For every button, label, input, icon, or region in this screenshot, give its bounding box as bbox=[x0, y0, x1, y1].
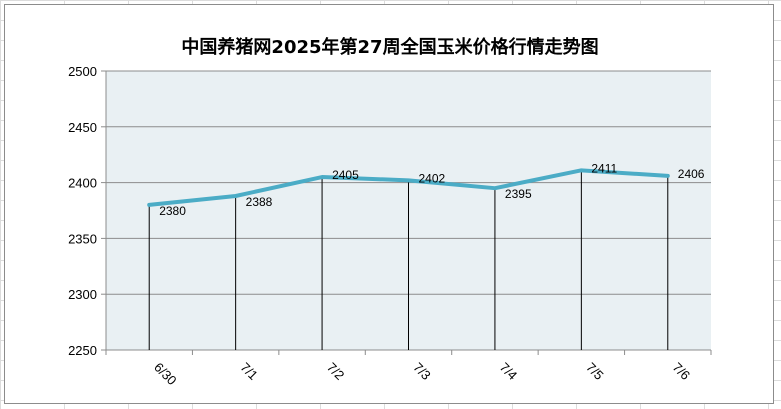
chart-title: 中国养猪网2025年第27周全国玉米价格行情走势图 bbox=[181, 37, 599, 58]
series-line bbox=[147, 168, 670, 207]
x-tick-label: 6/30 bbox=[151, 360, 180, 389]
x-tick-label: 7/4 bbox=[497, 360, 520, 383]
data-label: 2406 bbox=[678, 167, 705, 181]
data-label: 2411 bbox=[591, 161, 617, 175]
y-tick-label: 2400 bbox=[68, 176, 97, 191]
y-tick-label: 2350 bbox=[68, 231, 97, 246]
x-tick-label: 7/2 bbox=[324, 360, 347, 383]
y-tick-label: 2250 bbox=[68, 343, 97, 358]
x-tick-label: 7/3 bbox=[410, 360, 433, 383]
x-tick-label: 7/6 bbox=[670, 360, 693, 383]
data-label: 2402 bbox=[419, 171, 446, 185]
data-label: 2380 bbox=[159, 204, 186, 218]
x-tick-label: 7/1 bbox=[238, 360, 261, 383]
y-tick-label: 2300 bbox=[68, 287, 97, 302]
data-label: 2405 bbox=[332, 168, 359, 182]
data-label: 2395 bbox=[505, 187, 532, 201]
y-tick-label: 2500 bbox=[68, 64, 97, 79]
data-label: 2388 bbox=[246, 195, 273, 209]
x-tick-label: 7/5 bbox=[583, 360, 606, 383]
y-tick-label: 2450 bbox=[68, 120, 97, 135]
